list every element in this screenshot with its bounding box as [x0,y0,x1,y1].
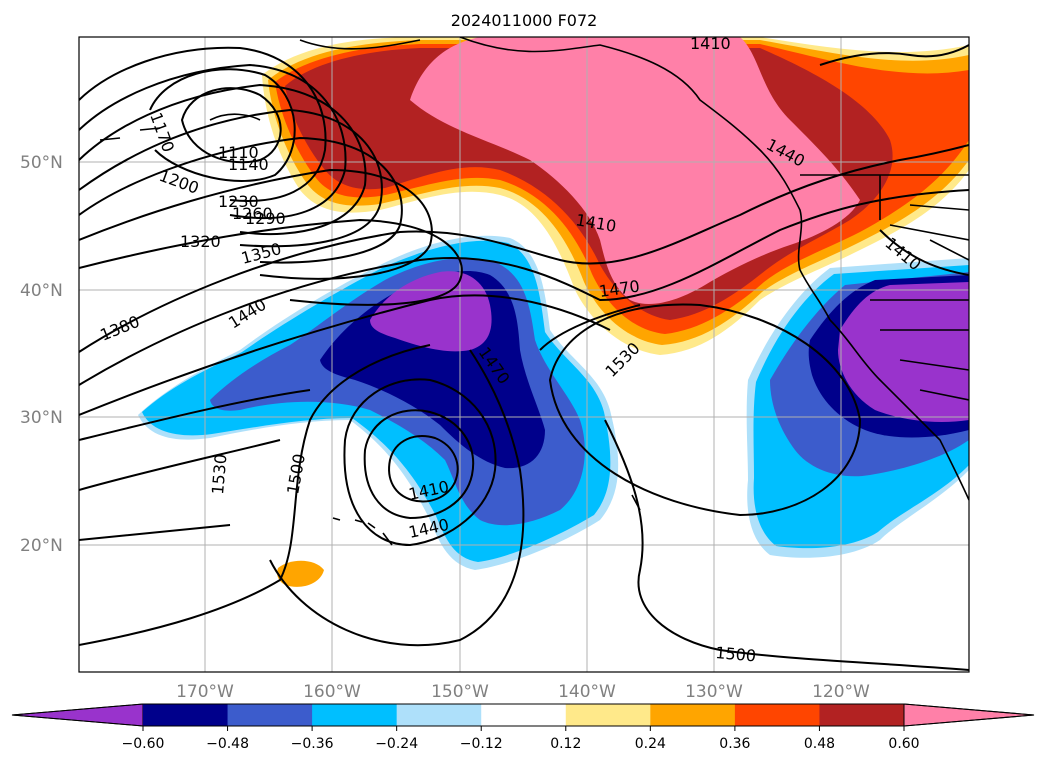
colorbar-tick-label: −0.24 [375,736,418,752]
colorbar-tick-label: 0.48 [804,736,835,752]
lat-label: 40°N [20,281,63,301]
colorbar-extend-low [11,703,144,727]
lon-label: 170°W [176,682,234,702]
colorbar-extend-high [903,703,1035,727]
lat-label: 50°N [20,153,63,173]
latitude-labels: 50°N 40°N 30°N 20°N [20,153,63,556]
contour-label: 1410 [690,34,731,53]
lon-label: 150°W [431,682,489,702]
colorbar-box [481,704,567,726]
colorbar-box [396,704,482,726]
contour-label: 1230 [218,192,259,211]
lon-label: 130°W [685,682,743,702]
colorbar-box [227,704,313,726]
colorbar-tick-label: −0.12 [460,736,503,752]
colorbar-box [734,704,820,726]
contour-label: 1500 [715,643,757,665]
contour-label: 1320 [180,232,221,251]
colorbar-box [143,704,229,726]
colorbar-box [312,704,398,726]
lat-label: 20°N [20,536,63,556]
colorbar-tick-label: 0.24 [635,736,666,752]
colorbar-tick-label: −0.60 [122,736,165,752]
lat-label: 30°N [20,408,63,428]
colorbar: −0.60 −0.48 −0.36 −0.24 −0.12 0.12 0.24 0.36 0.4… [11,703,1035,752]
coastlines [99,37,969,546]
height-contours [79,44,969,671]
graticule [79,37,969,672]
contour-label: 1260 [232,204,273,223]
contour-label: 1110 [218,143,259,162]
lon-label: 140°W [558,682,616,702]
positive-anomaly-fill [262,37,969,587]
colorbar-tick-label: 0.12 [550,736,581,752]
colorbar-tick-label: −0.36 [291,736,334,752]
map-border [78,36,970,673]
contour-label: 1530 [208,453,230,495]
colorbar-tick-label: −0.48 [206,736,249,752]
lon-label: 120°W [812,682,870,702]
map-panel [79,37,969,672]
colorbar-tick-label: 0.36 [719,736,750,752]
lon-label: 160°W [303,682,361,702]
colorbar-box [565,704,651,726]
colorbar-tick-label: 0.60 [888,736,919,752]
contour-label: 1140 [228,155,269,174]
colorbar-box [650,704,736,726]
map-title: 2024011000 F072 [451,11,598,30]
contour-label: 1290 [245,209,286,228]
longitude-labels: 170°W 160°W 150°W 140°W 130°W 120°W [176,682,870,702]
colorbar-box [819,704,905,726]
